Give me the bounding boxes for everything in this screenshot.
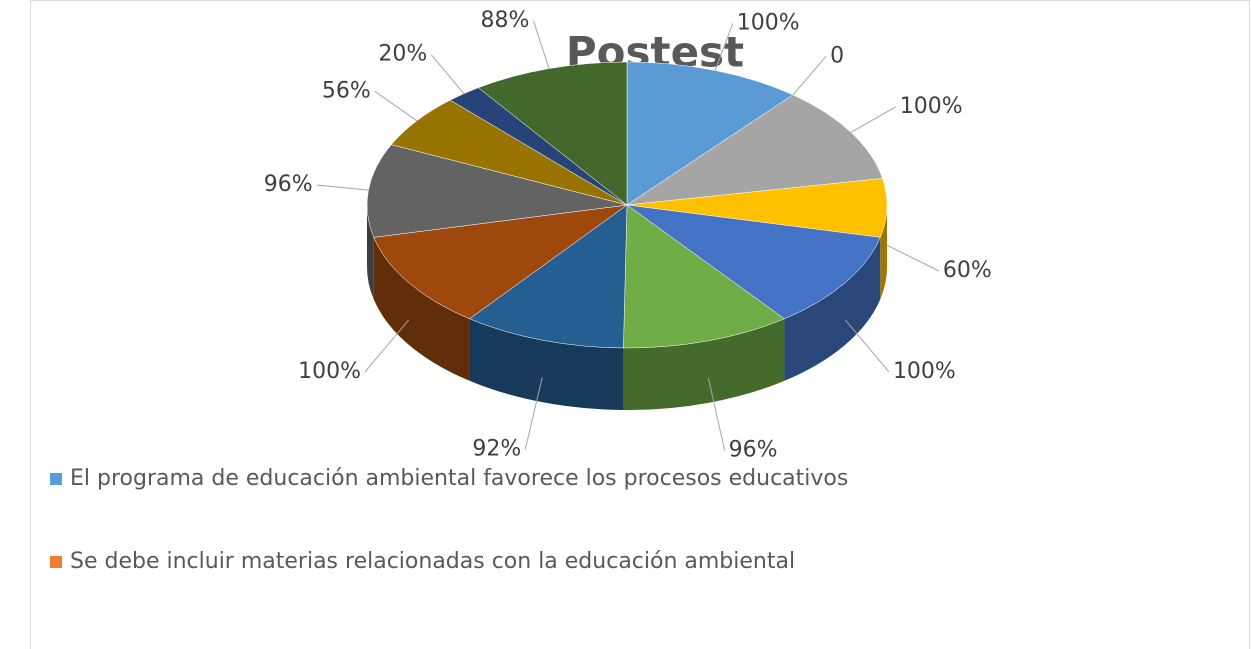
data-label: 96% — [264, 172, 313, 197]
leader-line — [532, 20, 550, 69]
leader-line — [844, 319, 890, 373]
pie-side — [623, 318, 785, 410]
pie-sides — [367, 205, 887, 410]
data-label: 100% — [893, 359, 956, 384]
leader-line — [714, 23, 734, 71]
leader-line — [707, 377, 726, 451]
data-label: 96% — [729, 437, 778, 462]
pie-side — [373, 237, 470, 381]
pie-slice — [477, 61, 628, 206]
legend-label: Se debe incluir materias relacionadas co… — [70, 549, 795, 574]
leader-line — [524, 377, 543, 450]
leader-line — [316, 184, 369, 191]
pie-side — [367, 205, 374, 300]
data-label: 60% — [943, 258, 992, 283]
data-label: 100% — [298, 359, 361, 384]
data-label: 92% — [472, 436, 521, 461]
pie-slice — [373, 204, 628, 320]
leader-line — [364, 319, 410, 373]
pie-side — [469, 318, 624, 410]
leader-line — [850, 106, 896, 133]
legend-swatch — [50, 473, 62, 485]
pie-tops — [366, 61, 888, 349]
leader-line — [792, 56, 827, 96]
data-label: 100% — [737, 10, 800, 35]
data-label: 20% — [378, 42, 427, 67]
pie-slice — [626, 204, 881, 320]
leader-line — [430, 54, 465, 94]
leader-line — [886, 244, 940, 272]
pie-side — [784, 237, 881, 381]
pie-slice — [623, 204, 785, 349]
data-label: 100% — [900, 94, 963, 119]
pie-slice — [469, 204, 628, 349]
legend-swatch — [50, 556, 62, 568]
data-label: 88% — [481, 8, 530, 33]
legend-label: El programa de educación ambiental favor… — [70, 466, 848, 491]
data-label: 0 — [830, 43, 844, 68]
data-label: 56% — [322, 78, 371, 103]
pie-slice — [366, 144, 628, 238]
leader-line — [374, 90, 418, 122]
pie-side — [880, 205, 887, 300]
pie-slice — [626, 178, 888, 238]
